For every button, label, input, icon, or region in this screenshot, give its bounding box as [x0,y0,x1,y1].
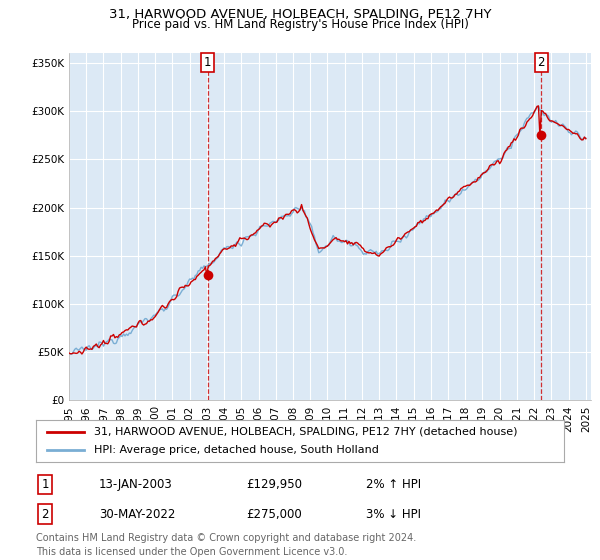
Text: Price paid vs. HM Land Registry's House Price Index (HPI): Price paid vs. HM Land Registry's House … [131,18,469,31]
Text: £275,000: £275,000 [246,507,302,521]
Text: 1: 1 [41,478,49,491]
Text: 31, HARWOOD AVENUE, HOLBEACH, SPALDING, PE12 7HY: 31, HARWOOD AVENUE, HOLBEACH, SPALDING, … [109,8,491,21]
Text: 30-MAY-2022: 30-MAY-2022 [99,507,175,521]
Text: HPI: Average price, detached house, South Holland: HPI: Average price, detached house, Sout… [94,445,379,455]
Text: £129,950: £129,950 [246,478,302,491]
Text: 13-JAN-2003: 13-JAN-2003 [99,478,173,491]
Text: 3% ↓ HPI: 3% ↓ HPI [366,507,421,521]
Text: Contains HM Land Registry data © Crown copyright and database right 2024.
This d: Contains HM Land Registry data © Crown c… [36,533,416,557]
Text: 1: 1 [204,57,211,69]
Text: 31, HARWOOD AVENUE, HOLBEACH, SPALDING, PE12 7HY (detached house): 31, HARWOOD AVENUE, HOLBEACH, SPALDING, … [94,427,518,437]
Text: 2: 2 [538,57,545,69]
Text: 2% ↑ HPI: 2% ↑ HPI [366,478,421,491]
Text: 2: 2 [41,507,49,521]
